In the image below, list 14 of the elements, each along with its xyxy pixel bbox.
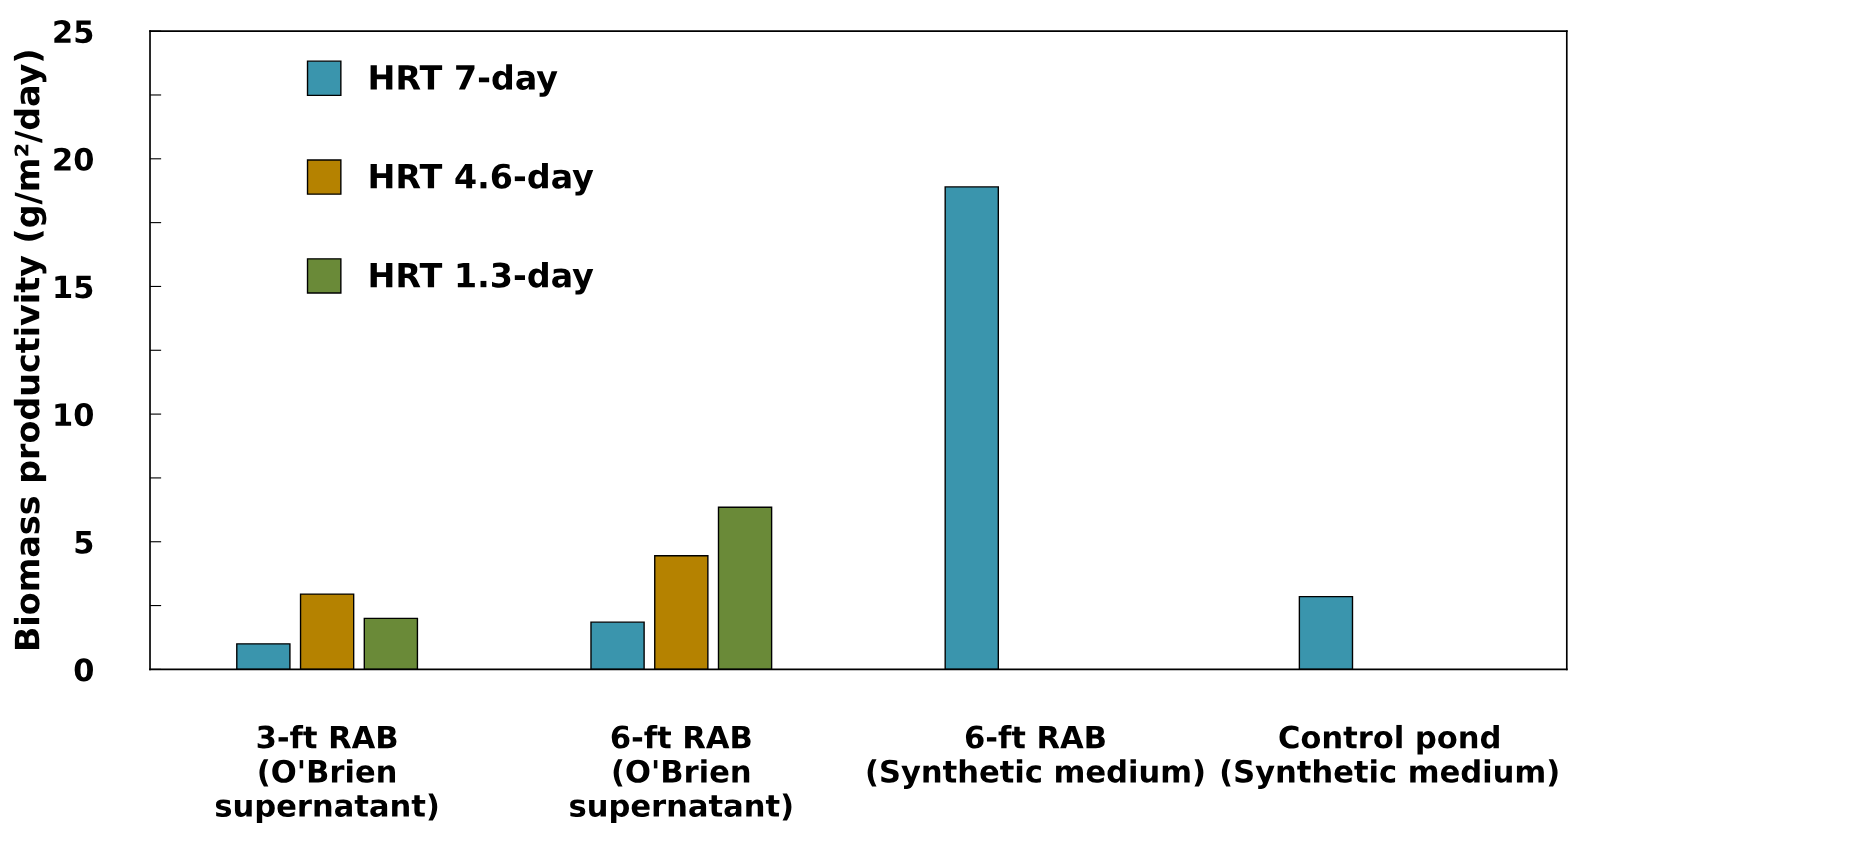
- x-tick-label: 3-ft RAB (O'Brien supernatant): [215, 724, 438, 823]
- y-tick-label: 20: [54, 147, 93, 171]
- legend-label: HRT 1.3-day: [370, 261, 594, 295]
- x-tick-label: Control pond (Synthetic medium): [1221, 724, 1558, 789]
- x-tick-label: 6-ft RAB (Synthetic medium): [867, 724, 1204, 789]
- y-tick-label: 0: [74, 658, 93, 682]
- y-tick-label: 5: [75, 531, 93, 554]
- legend-label: HRT 7-day: [370, 64, 558, 97]
- y-axis-title: Biomass productivity (g/m²/day): [13, 51, 47, 650]
- y-tick-label: 15: [55, 275, 93, 299]
- y-tick-label: 10: [55, 403, 93, 427]
- y-tick-label: 25: [54, 20, 93, 44]
- x-tick-label: 6-ft RAB (O'Brien supernatant): [570, 724, 792, 823]
- legend-label: HRT 4.6-day: [370, 163, 594, 196]
